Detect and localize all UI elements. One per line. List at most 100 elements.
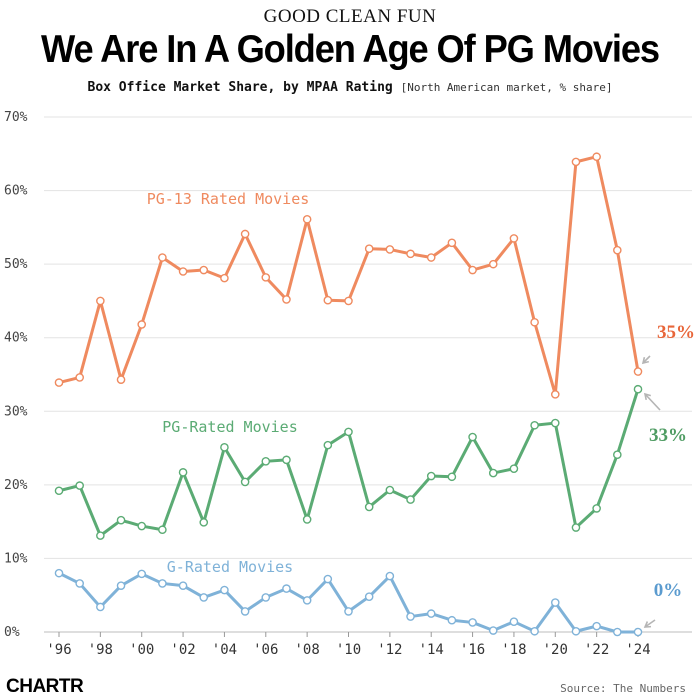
x-tick-label: '20 [543, 642, 568, 658]
g-rated-movies-point [364, 592, 374, 601]
pg-13-rated-movies-point [426, 253, 436, 262]
pg-rated-movies-name-label: PG-Rated Movies [162, 418, 297, 436]
g-rated-movies-point [344, 607, 353, 616]
g-rated-movies-point [571, 626, 581, 636]
g-rated-movies-point [261, 593, 271, 602]
x-tick-label: '06 [253, 642, 278, 658]
y-tick-label: 70% [4, 110, 28, 125]
pg-13-rated-movies-point [592, 152, 601, 162]
pg-13-rated-movies-point [199, 265, 209, 275]
x-tick-label: '18 [501, 642, 526, 658]
x-tick-label: '96 [46, 642, 71, 658]
pg-13-rated-movies-point [447, 238, 457, 248]
g-rated-movies-point [509, 617, 519, 627]
pg-13-rated-movies-point [75, 373, 84, 382]
chartr-logo: CHARTR [6, 676, 84, 697]
g-rated-movies-end-arrow [644, 619, 656, 628]
g-rated-movies-name-label: G-Rated Movies [167, 558, 293, 576]
g-rated-movies-point [426, 609, 436, 618]
g-rated-movies-point [240, 607, 250, 616]
chart-kicker: GOOD CLEAN FUN [263, 6, 437, 27]
g-rated-movies-point [633, 627, 643, 637]
pg-rated-movies-point [488, 468, 498, 478]
pg-13-rated-movies-point [240, 229, 250, 239]
y-axis: 0% 10% 20% 30% 40% 50% 60% 70% [4, 110, 28, 640]
pg-13-rated-movies-point [385, 245, 395, 254]
g-rated-movies-point [75, 579, 84, 588]
pg-rated-movies-point [385, 485, 395, 495]
pg-rated-movies-point [158, 525, 167, 535]
g-rated-movies-point [116, 581, 126, 590]
pg-rated-movies-point [571, 523, 581, 532]
pg-rated-movies-end-arrow [644, 393, 661, 411]
pg-rated-movies-point [364, 502, 374, 512]
pg-13-rated-movies-point [344, 296, 353, 306]
y-tick-label: 10% [4, 551, 28, 566]
g-rated-movies-point [550, 598, 560, 607]
pg-rated-movies-point [592, 504, 601, 513]
pg-13-rated-movies-point [468, 265, 477, 275]
x-axis: '96 '98 '00 '02 '04 '06 '08 '10 '12 '14 '16 '18 '20 '… [46, 632, 651, 658]
x-tick-label: '22 [584, 642, 609, 658]
pg-rated-movies-point [137, 521, 147, 531]
pg-rated-movies-point [116, 515, 126, 525]
y-tick-label: 50% [4, 257, 28, 272]
pg-rated-movies-point [240, 477, 250, 487]
g-rated-movies-point [592, 621, 601, 631]
pg-13-rated-movies-point [633, 367, 643, 376]
pg-rated-movies-point [96, 531, 105, 540]
pg-13-rated-movies-point [178, 267, 188, 276]
pg-13-rated-movies-point [158, 253, 167, 262]
pg-13-rated-movies-end-label: 35% [657, 322, 695, 343]
g-rated-movies-point [385, 571, 395, 581]
pg-rated-movies-point [447, 472, 457, 482]
pg-13-rated-movies-point [54, 378, 64, 387]
pg-13-rated-movies-name-label: PG-13 Rated Movies [147, 190, 310, 208]
pg-13-rated-movies-point [116, 375, 126, 384]
pg-13-rated-movies-point [261, 273, 271, 282]
pg-rated-movies-point [550, 418, 560, 428]
g-rated-movies-point [406, 612, 415, 621]
pg-rated-movies-point [54, 486, 64, 496]
x-tick-label: '12 [377, 642, 402, 658]
pg-13-rated-movies-point [323, 295, 333, 305]
pg-rated-movies-end-arrowhead [643, 392, 651, 401]
y-tick-label: 20% [4, 478, 28, 493]
pg-13-rated-movies-point [550, 390, 560, 399]
pg-rated-movies-point [75, 481, 84, 490]
chart-title: We Are In A Golden Age Of PG Movies [41, 28, 660, 71]
source-note: Source: The Numbers [560, 682, 686, 695]
pg-13-rated-movies-end-arrow [642, 355, 651, 364]
chart-subtitle: Box Office Market Share, by MPAA Rating [87, 80, 393, 95]
pg-13-rated-movies-point [302, 214, 312, 224]
pg-13-rated-movies-point [137, 320, 147, 329]
g-rated-movies-point [282, 584, 291, 593]
pg-rated-movies-point [282, 455, 291, 465]
pg-rated-movies-point [468, 432, 477, 442]
chart-subtitle-row: Box Office Market Share, by MPAA Rating … [0, 80, 700, 95]
pg-13-rated-movies-point [509, 234, 519, 243]
pg-rated-movies-point [509, 464, 519, 473]
g-rated-movies-point [323, 574, 333, 584]
g-rated-movies-point [447, 615, 457, 625]
pg-13-rated-movies-point [613, 245, 622, 255]
pg-rated-movies-point [344, 427, 353, 437]
chart-subtitle-note: [North American market, % share] [400, 81, 613, 94]
g-rated-movies-point [468, 618, 477, 627]
g-rated-movies-point [488, 626, 498, 635]
pg-rated-movies-point [633, 384, 643, 394]
pg-rated-movies-point [178, 468, 188, 477]
pg-rated-movies-point [613, 450, 622, 459]
g-rated-movies-point [220, 585, 229, 595]
g-rated-movies-point [199, 593, 209, 602]
pg-13-rated-movies-point [96, 296, 105, 306]
gridlines [44, 116, 692, 633]
x-tick-label: '08 [294, 642, 319, 658]
pg-rated-movies-point [261, 457, 271, 466]
y-tick-label: 60% [4, 184, 28, 199]
x-tick-label: '00 [129, 642, 154, 658]
x-tick-label: '24 [625, 642, 650, 658]
g-rated-movies-point [530, 626, 539, 636]
pg-13-rated-movies-point [488, 259, 498, 269]
